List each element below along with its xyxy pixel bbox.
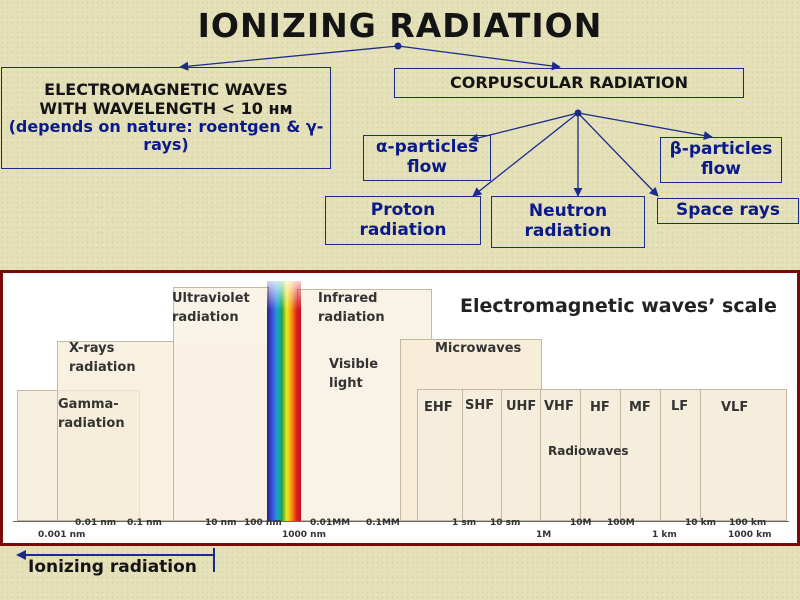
tick-label: 1 sm — [452, 518, 477, 528]
microwaves-label: Microwaves — [435, 341, 522, 356]
tick-label: 0.01 nm — [75, 518, 117, 528]
tick-label: 0.1 nm — [127, 518, 162, 528]
uv-label: Ultraviolet radiation — [172, 291, 250, 325]
alpha-line-2: flow — [407, 157, 447, 177]
beta-particles-box: β-particles flow — [660, 137, 782, 183]
corpuscular-node-dot — [574, 109, 582, 117]
tick-label: 0.1MM — [366, 518, 400, 528]
em-line-3: (depends on nature: roentgen & γ-rays) — [8, 117, 324, 155]
mf-label: MF — [629, 400, 651, 415]
uv-tall-band — [173, 287, 269, 343]
lf-label: LF — [671, 399, 689, 414]
neutron-radiation-box: Neutron radiation — [491, 196, 645, 248]
corpuscular-radiation-box: CORPUSCULAR RADIATION — [394, 68, 744, 98]
proton-line-1: Proton — [370, 199, 436, 220]
neutron-line-2: radiation — [524, 221, 612, 241]
uhf-label: UHF — [506, 399, 537, 414]
em-line-1: ELECTROMAGNETIC WAVES — [44, 80, 288, 100]
space-rays-box: Space rays — [657, 198, 799, 224]
tick-label: 10 sm — [490, 518, 521, 528]
connector-lines — [179, 42, 713, 197]
radiowaves-label: Radiowaves — [548, 444, 629, 458]
tick-label: 1000 nm — [282, 530, 326, 540]
radio-divider — [501, 389, 502, 521]
ionizing-radiation-label: Ionizing radiation — [28, 557, 197, 577]
tick-label: 0.01MM — [310, 518, 351, 528]
tick-label: 100 nm — [244, 518, 282, 528]
beta-line-2: flow — [701, 159, 741, 179]
tick-label: 10M — [570, 518, 592, 528]
neutron-line-1: Neutron — [528, 201, 608, 222]
root-node-dot — [394, 42, 402, 50]
beta-line-1: β-particles — [669, 139, 773, 160]
alpha-line-1: α-particles — [375, 137, 479, 158]
tick-label: 1M — [536, 530, 552, 540]
visible-spectrum — [267, 281, 301, 521]
scale-axis — [13, 521, 789, 522]
radio-divider — [620, 389, 621, 521]
tick-label: 0.001 nm — [38, 530, 86, 540]
radio-divider — [462, 389, 463, 521]
alpha-particles-box: α-particles flow — [363, 135, 491, 181]
tick-label: 100M — [607, 518, 635, 528]
radio-divider — [540, 389, 541, 521]
shf-label: SHF — [465, 398, 495, 413]
xrays-label: X-rays radiation — [69, 341, 136, 375]
radio-divider — [660, 389, 661, 521]
electromagnetic-waves-box: ELECTROMAGNETIC WAVES WITH WAVELENGTH < … — [1, 67, 331, 169]
tick-label: 1 km — [652, 530, 677, 540]
hf-label: HF — [590, 400, 610, 415]
vlf-label: VLF — [721, 400, 749, 415]
em-line-2: WITH WAVELENGTH < 10 нм — [39, 98, 293, 118]
visible-label: Visible light — [329, 357, 379, 391]
tick-label: 100 km — [729, 518, 767, 528]
arrow-head-icon — [16, 550, 26, 560]
uv-band — [173, 341, 269, 521]
radiowaves-band — [417, 389, 787, 521]
ionizing-arrow — [16, 548, 215, 572]
scale-title: Electromagnetic waves’ scale — [460, 295, 777, 317]
radio-divider — [700, 389, 701, 521]
ir-label: Infrared radiation — [318, 291, 385, 325]
proton-radiation-box: Proton radiation — [325, 196, 481, 245]
ehf-label: EHF — [424, 400, 453, 415]
xrays-band — [57, 341, 182, 521]
vhf-label: VHF — [544, 399, 574, 414]
page-title: IONIZING RADIATION — [197, 6, 603, 45]
tick-label: 10 km — [685, 518, 717, 528]
proton-line-2: radiation — [359, 219, 447, 240]
tick-label: 1000 km — [728, 530, 772, 540]
radio-divider — [580, 389, 581, 521]
tick-label: 10 nm — [205, 518, 237, 528]
em-scale-panel — [0, 270, 800, 546]
gamma-label: Gamma-radiation — [58, 397, 125, 431]
